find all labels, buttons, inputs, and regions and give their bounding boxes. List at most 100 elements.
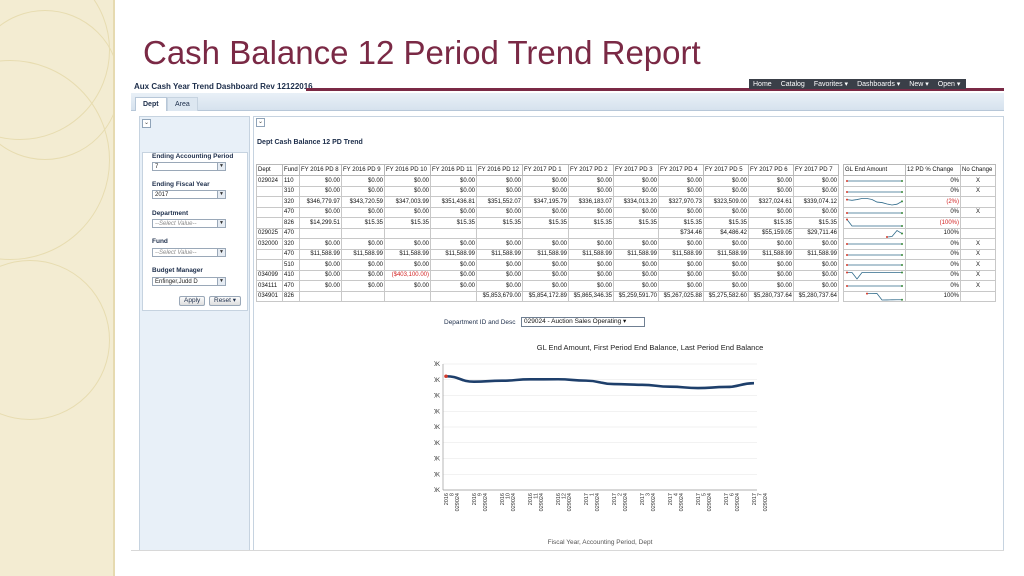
ending-period-select[interactable]: 7 ▼ (152, 162, 226, 171)
sparkline (846, 211, 903, 214)
col-header[interactable]: FY 2016 PD 10 (384, 164, 431, 176)
amount-cell: $5,267,025.88 (658, 290, 704, 302)
table-row: 510 $0.00 $0.00 $0.00 $0.00 $0.00 $0.00 $0.00 $0… (256, 259, 996, 271)
amount-cell: $0.00 (299, 175, 342, 187)
prompt-label-fund: Fund (152, 238, 168, 245)
amount-cell: $339,074.12 (793, 196, 839, 208)
header-accent-bar (306, 88, 1004, 91)
y-tick-label: $400.00K (434, 362, 440, 368)
amount-cell: $0.00 (793, 175, 839, 187)
pct-change-cell: 100% (905, 227, 961, 239)
amount-cell: $11,588.99 (341, 248, 385, 260)
col-header[interactable]: 12 PD % Change (905, 164, 961, 176)
amount-cell: $327,024.61 (748, 196, 794, 208)
table-row: 470 $0.00 $0.00 $0.00 $0.00 $0.00 $0.00 $0.00 $0… (256, 206, 996, 218)
no-change-cell (960, 217, 996, 229)
amount-cell: $0.00 (430, 238, 477, 250)
apply-button[interactable]: Apply (179, 296, 206, 306)
y-tick-label: $100.00K (434, 457, 440, 463)
col-header[interactable]: FY 2017 PD 1 (522, 164, 569, 176)
pct-change-cell: 0% (905, 175, 961, 187)
reset-button[interactable]: Reset ▾ (209, 296, 242, 306)
fiscal-year-select[interactable]: 2017 ▼ (152, 190, 226, 199)
amount-cell: $5,853,679.00 (476, 290, 523, 302)
table-row: 470 $11,588.99 $11,588.99 $11,588.99 $11,588… (256, 248, 996, 260)
amount-cell: $5,280,737.64 (793, 290, 839, 302)
table-row: 029025 470 $734.46 $4,486.42 $55,159.05 $29,7… (256, 227, 996, 239)
department-select[interactable]: --Select Value-- ▼ (152, 219, 226, 228)
col-header[interactable]: FY 2017 PD 5 (703, 164, 749, 176)
no-change-cell: X (960, 185, 996, 197)
nav-home[interactable]: Home (753, 80, 772, 88)
sparkline-cell (843, 248, 906, 260)
prompt-label-ending-period: Ending Accounting Period (152, 153, 234, 160)
amount-cell: $11,588.99 (793, 248, 839, 260)
collapse-toggle-icon[interactable]: ⌄ (142, 119, 151, 128)
amount-cell: $0.00 (522, 269, 569, 281)
dept-selector-dropdown[interactable]: 029024 - Auction Sales Operating ▾ (521, 317, 645, 327)
table-row: 034099 410 $0.00 $0.00 ($403,100.00) $0.00 $0.… (256, 269, 996, 281)
sparkline-first-point (886, 235, 888, 238)
amount-cell: $11,588.99 (568, 248, 614, 260)
amount-cell: $15.35 (341, 217, 385, 229)
fund-select[interactable]: --Select Value-- ▼ (152, 248, 226, 257)
col-header[interactable]: FY 2016 PD 12 (476, 164, 523, 176)
dept-selector-label: Department ID and Desc (444, 319, 516, 326)
dept-cell: 034099 (256, 269, 283, 281)
col-header[interactable]: FY 2016 PD 8 (299, 164, 342, 176)
pct-change-cell: 0% (905, 248, 961, 260)
column-gap (838, 238, 844, 249)
amount-cell: $0.00 (384, 206, 431, 218)
nav-open[interactable]: Open ▾ (937, 81, 961, 88)
x-tick-label: 201612029024 (556, 493, 573, 511)
nav-new[interactable]: New ▾ (909, 81, 929, 88)
tab-area[interactable]: Area (167, 97, 198, 111)
sparkline-cell (843, 259, 906, 271)
col-header[interactable]: Dept (256, 164, 283, 176)
col-header[interactable]: Fund (282, 164, 300, 176)
col-header[interactable]: FY 2017 PD 2 (568, 164, 614, 176)
x-axis-label: Fiscal Year, Accounting Period, Dept (548, 539, 653, 546)
amount-cell: $0.00 (522, 238, 569, 250)
prompt-label-budget-manager: Budget Manager (152, 267, 203, 274)
table-row: 034111 470 $0.00 $0.00 $0.00 $0.00 $0.00 $0.00 $… (256, 280, 996, 292)
col-header[interactable]: FY 2017 PD 3 (613, 164, 659, 176)
y-tick-label: $0.00K (434, 488, 440, 494)
column-gap (838, 164, 844, 176)
dept-cell: 034111 (256, 280, 283, 292)
amount-cell: $0.00 (522, 175, 569, 187)
nav-favorites[interactable]: Favorites ▾ (813, 81, 849, 88)
col-header[interactable]: FY 2017 PD 7 (793, 164, 839, 176)
col-header[interactable]: FY 2017 PD 6 (748, 164, 794, 176)
nav-catalog[interactable]: Catalog (780, 80, 805, 88)
nav-dashboards[interactable]: Dashboards ▾ (857, 81, 901, 88)
col-header[interactable]: FY 2016 PD 9 (341, 164, 385, 176)
amount-cell: $4,486.42 (703, 227, 749, 239)
amount-cell: $15.35 (658, 217, 704, 229)
col-header[interactable]: FY 2017 PD 4 (658, 164, 704, 176)
fund-cell: 510 (282, 259, 300, 271)
y-tick-label: $200.00K (434, 425, 440, 431)
amount-cell: $0.00 (430, 269, 477, 281)
page-tabs: Dept Area (131, 93, 1004, 111)
tab-dept[interactable]: Dept (135, 97, 167, 111)
slide-title: Cash Balance 12 Period Trend Report (143, 34, 701, 71)
y-tick-label: $50.00K (434, 472, 440, 478)
budget-manager-select[interactable]: Enfinger,Judd D ▼ (152, 277, 226, 286)
sparkline-cell (843, 185, 906, 197)
amount-cell: $15.35 (384, 217, 431, 229)
sparkline (846, 198, 903, 206)
amount-cell: $5,280,737.64 (748, 290, 794, 302)
sparkline-cell (843, 196, 906, 208)
amount-cell: $0.00 (299, 185, 342, 197)
col-header[interactable]: FY 2016 PD 11 (430, 164, 477, 176)
amount-cell: $343,720.59 (341, 196, 385, 208)
sparkline-cell (843, 217, 906, 229)
amount-cell: $334,013.20 (613, 196, 659, 208)
x-tick-label: 20176029024 (724, 493, 741, 511)
col-header[interactable]: No Change (960, 164, 996, 176)
collapse-toggle-icon[interactable]: ⌄ (256, 118, 265, 127)
amount-cell: $0.00 (568, 259, 614, 271)
col-header[interactable]: GL End Amount (843, 164, 906, 176)
amount-cell: $11,588.99 (430, 248, 477, 260)
